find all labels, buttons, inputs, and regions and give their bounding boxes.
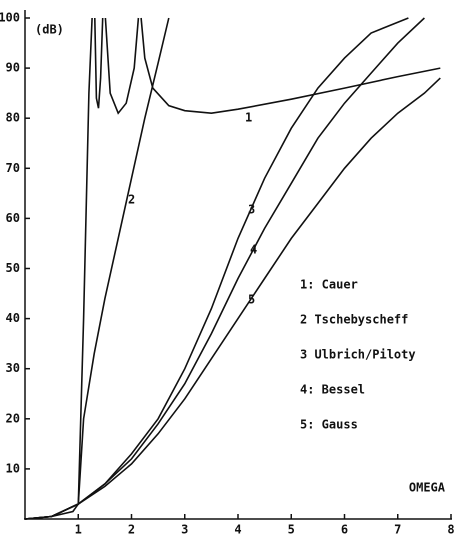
- legend-entry: 2 Tschebyscheff: [300, 313, 408, 327]
- y-tick-label: 10: [6, 461, 20, 475]
- series-line: [24, 17, 441, 520]
- x-tick-label: 2: [128, 523, 135, 537]
- x-tick-label: 6: [341, 523, 348, 537]
- x-tick-label: 8: [447, 523, 454, 537]
- y-tick-label: 20: [6, 411, 20, 425]
- legend-entry: 1: Cauer: [300, 278, 358, 292]
- curve-label: 1: [245, 111, 252, 125]
- y-tick-label: 30: [6, 361, 20, 375]
- x-tick-label: 4: [234, 523, 241, 537]
- y-tick-label: 50: [6, 261, 20, 275]
- curve-label: 2: [128, 193, 135, 207]
- curve-label: 4: [250, 243, 257, 257]
- y-axis-label: (dB): [35, 23, 64, 37]
- y-tick-label: 90: [6, 61, 20, 75]
- x-tick-label: 3: [181, 523, 188, 537]
- y-tick-label: 70: [6, 161, 20, 175]
- series-line: [24, 77, 441, 520]
- x-tick-label: 1: [75, 523, 82, 537]
- x-axis-label: OMEGA: [409, 481, 446, 495]
- legend-entry: 4: Bessel: [300, 383, 365, 397]
- y-tick-label: 60: [6, 211, 20, 225]
- y-tick-label: 80: [6, 111, 20, 125]
- legend-entry: 3 Ulbrich/Piloty: [300, 348, 416, 362]
- legend-entry: 5: Gauss: [300, 418, 358, 432]
- curve-label: 5: [248, 293, 255, 307]
- series-line: [24, 17, 425, 520]
- curve-label: 3: [248, 203, 255, 217]
- y-tick-label: 100: [0, 11, 20, 25]
- x-tick-label: 7: [394, 523, 401, 537]
- x-tick-label: 5: [288, 523, 295, 537]
- y-tick-label: 40: [6, 311, 20, 325]
